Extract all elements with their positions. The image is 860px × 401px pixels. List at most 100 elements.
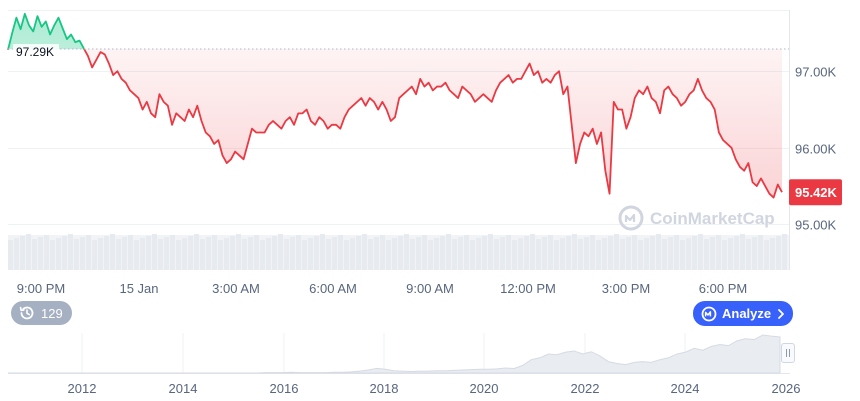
volume-bar — [182, 238, 187, 270]
volume-bar — [518, 238, 523, 270]
volume-bar — [398, 236, 403, 270]
volume-bar — [668, 237, 673, 270]
navigator-year-label: 2014 — [169, 381, 198, 396]
volume-bar — [236, 234, 241, 270]
volume-bar — [110, 234, 115, 270]
volume-bar — [620, 239, 625, 270]
volume-bar — [200, 239, 205, 270]
last-price-badge — [789, 179, 842, 206]
volume-bar — [170, 235, 175, 270]
chevron-right-icon — [778, 308, 785, 319]
volume-bar — [338, 235, 343, 270]
volume-bar — [614, 234, 619, 270]
volume-bar — [344, 240, 349, 270]
volume-bar — [416, 237, 421, 270]
volume-bar — [692, 236, 697, 270]
volume-bar — [734, 236, 739, 270]
volume-bar — [764, 240, 769, 270]
volume-bar — [578, 239, 583, 270]
volume-bar — [500, 237, 505, 270]
volume-bar — [386, 240, 391, 270]
price-line-down — [7, 49, 783, 199]
volume-bar — [752, 237, 757, 270]
price-area-below — [8, 49, 782, 198]
volume-bar — [566, 236, 571, 270]
x-tick-label: 9:00 PM — [17, 281, 65, 296]
volume-bar — [392, 238, 397, 270]
volume-bar — [350, 238, 355, 270]
y-axis-ticks: 97.00K 96.00K 95.00K — [795, 65, 837, 233]
volume-bar — [176, 240, 181, 270]
navigator-year-label: 2022 — [571, 381, 600, 396]
volume-bar — [560, 238, 565, 270]
history-count-label: 129 — [41, 305, 63, 321]
navigator-year-label: 2016 — [270, 381, 299, 396]
volume-bar — [332, 237, 337, 270]
navigator-scroll-handle[interactable] — [781, 343, 795, 363]
volume-bar — [224, 238, 229, 270]
x-tick-label: 3:00 PM — [602, 281, 650, 296]
volume-bar — [458, 237, 463, 270]
history-button[interactable]: 129 — [11, 301, 72, 325]
volume-bar — [512, 240, 517, 270]
volume-bar — [608, 236, 613, 270]
volume-bar — [446, 234, 451, 270]
volume-bar — [476, 238, 481, 270]
watermark-text: CoinMarketCap — [650, 209, 775, 228]
volume-bar — [62, 236, 67, 270]
volume-bar — [266, 238, 271, 270]
volume-bar — [758, 235, 763, 270]
start-price-label: 97.29K — [16, 45, 54, 59]
grid-lines — [8, 10, 789, 225]
volume-bar — [230, 236, 235, 270]
volume-bar — [440, 236, 445, 270]
volume-bar — [584, 237, 589, 270]
price-line-group — [7, 12, 783, 199]
volume-bar — [626, 237, 631, 270]
volume-bar — [554, 240, 559, 270]
volume-bar — [536, 239, 541, 270]
volume-bar — [50, 240, 55, 270]
navigator-year-label: 2020 — [470, 381, 499, 396]
volume-bar — [98, 238, 103, 270]
volume-bar — [716, 235, 721, 270]
volume-bar — [746, 239, 751, 270]
volume-bar — [272, 236, 277, 270]
volume-bar — [530, 234, 535, 270]
volume-bar — [92, 240, 97, 270]
analyze-button[interactable]: Analyze — [693, 301, 794, 326]
history-navigator[interactable] — [8, 333, 790, 374]
volume-bar — [410, 239, 415, 270]
volume-bar — [74, 239, 79, 270]
volume-bar — [206, 237, 211, 270]
volume-bar — [68, 234, 73, 270]
volume-bar — [650, 236, 655, 270]
navigator-year-ticks: 2012 2014 2016 2018 2020 2022 2024 2026 — [68, 381, 801, 396]
volume-bar — [704, 239, 709, 270]
volume-bar — [218, 240, 223, 270]
volume-bar — [146, 236, 151, 270]
volume-bar — [368, 239, 373, 270]
volume-bar — [740, 234, 745, 270]
x-axis-ticks: 9:00 PM 15 Jan 3:00 AM 6:00 AM 9:00 AM 12:00 … — [17, 281, 747, 296]
volume-bar — [686, 238, 691, 270]
volume-bar — [8, 240, 13, 270]
volume-bar — [128, 235, 133, 270]
navigator-year-label: 2018 — [370, 381, 399, 396]
volume-bar — [776, 236, 781, 270]
volume-bar — [20, 236, 25, 270]
volume-bar — [14, 238, 19, 270]
volume-bar — [80, 237, 85, 270]
volume-bar — [506, 235, 511, 270]
analyze-label: Analyze — [722, 306, 772, 321]
volume-bar — [632, 235, 637, 270]
volume-bar — [308, 238, 313, 270]
volume-bar — [644, 238, 649, 270]
volume-bar — [122, 237, 127, 270]
volume-bar — [770, 238, 775, 270]
volume-bar — [152, 234, 157, 270]
volume-bar — [656, 234, 661, 270]
x-tick-label: 15 Jan — [119, 281, 158, 296]
volume-bar — [290, 237, 295, 270]
